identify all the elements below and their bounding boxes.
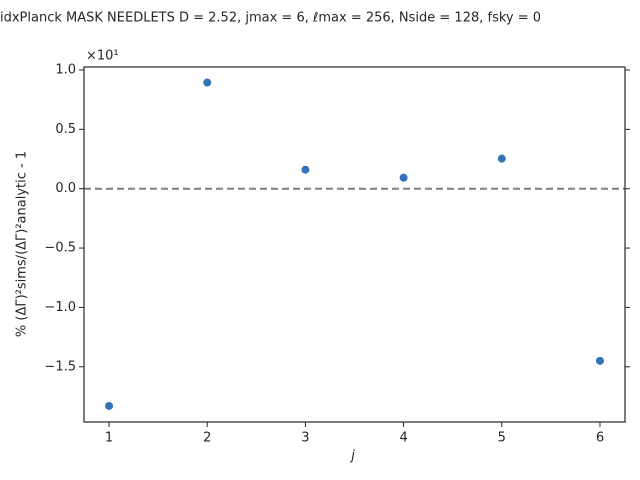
y-tick-label: 0.5 — [55, 122, 76, 137]
y-axis-label: % (ΔΓ)²sims/(ΔΓ)²analytic - 1 — [15, 151, 30, 337]
chart-title: idxPlanck MASK NEEDLETS D = 2.52, jmax =… — [0, 11, 541, 26]
data-point — [595, 356, 604, 365]
data-point — [399, 173, 408, 182]
x-tick-label: 1 — [105, 431, 113, 446]
x-tick-label: 2 — [203, 431, 211, 446]
y-tick-label: 1.0 — [55, 62, 76, 77]
x-tick-label: 3 — [301, 431, 309, 446]
x-tick-label: 6 — [596, 431, 604, 446]
y-tick-label: 0.0 — [55, 181, 76, 196]
data-point — [105, 401, 114, 410]
y-tick-label: −0.5 — [44, 241, 76, 256]
data-point — [301, 165, 310, 174]
y-offset-label: ×10¹ — [86, 49, 119, 64]
x-tick-label: 4 — [399, 431, 407, 446]
x-tick-label: 5 — [498, 431, 506, 446]
data-point — [203, 78, 212, 87]
y-tick-label: −1.0 — [44, 300, 76, 315]
data-point — [497, 154, 506, 163]
y-tick-label: −1.5 — [44, 359, 76, 374]
plot-frame — [83, 66, 626, 423]
x-axis-label: j — [349, 449, 355, 464]
